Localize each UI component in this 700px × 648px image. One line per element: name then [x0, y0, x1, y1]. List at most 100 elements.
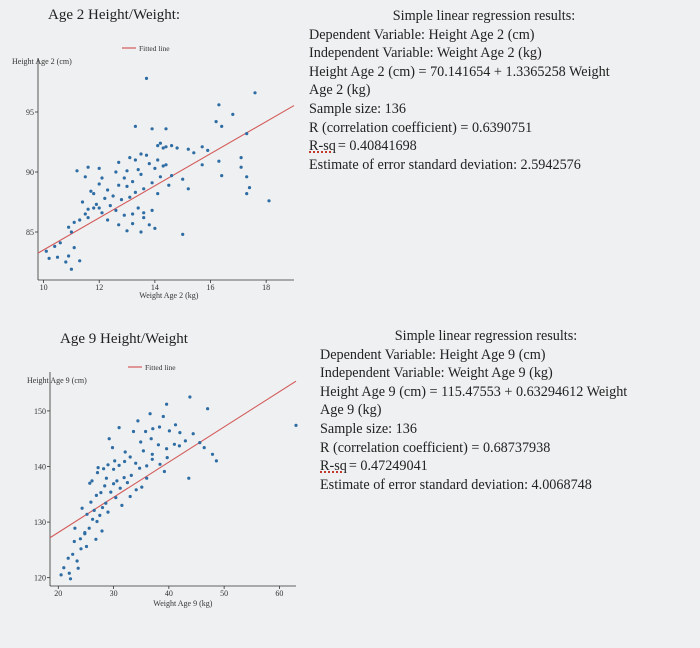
- data-point: [83, 532, 87, 536]
- data-point: [67, 225, 71, 229]
- y-tick-label: 95: [26, 108, 34, 117]
- data-point: [131, 212, 135, 216]
- data-point: [245, 132, 249, 136]
- data-point: [97, 206, 101, 210]
- data-point: [89, 500, 93, 504]
- data-point: [59, 573, 63, 577]
- data-point: [139, 230, 143, 234]
- y-tick-label: 130: [34, 518, 46, 527]
- x-tick-label: 16: [207, 283, 215, 292]
- data-point: [117, 463, 121, 467]
- regression-equation: Height Age 9 (cm) = 115.47553 + 0.632946…: [320, 383, 628, 419]
- data-point: [125, 481, 129, 485]
- data-point: [134, 488, 138, 492]
- data-point: [156, 158, 160, 162]
- data-point: [118, 486, 122, 490]
- data-point: [158, 175, 162, 179]
- data-point: [161, 146, 165, 150]
- data-point: [150, 452, 154, 456]
- data-point: [158, 462, 162, 466]
- data-point: [98, 513, 102, 518]
- data-point: [110, 446, 115, 450]
- data-point: [187, 476, 191, 480]
- fitted-line: [49, 380, 297, 539]
- data-point: [75, 169, 79, 173]
- data-point: [131, 429, 136, 434]
- data-point: [136, 168, 140, 172]
- data-point: [64, 260, 68, 264]
- data-point: [192, 151, 196, 155]
- data-point: [131, 180, 135, 184]
- error-std-dev: Estimate of error standard deviation: 2.…: [309, 156, 581, 173]
- data-point: [100, 506, 105, 510]
- dependent-variable: Dependent Variable: Height Age 9 (cm): [320, 346, 546, 363]
- data-point: [165, 456, 169, 460]
- regression-results-age9: Simple linear regression results: Depend…: [320, 327, 640, 494]
- data-point: [167, 429, 171, 433]
- data-point: [125, 184, 129, 188]
- r-squared-value: = 0.47249041: [348, 458, 428, 475]
- data-point: [113, 459, 117, 463]
- data-point: [67, 571, 71, 575]
- data-point: [149, 437, 153, 441]
- legend-label: Fitted line: [145, 363, 176, 372]
- data-point: [100, 529, 104, 533]
- data-point: [86, 207, 90, 211]
- data-point: [144, 153, 149, 157]
- data-point: [156, 443, 160, 447]
- fitted-line: [37, 105, 295, 254]
- x-tick-label: 40: [165, 589, 173, 598]
- data-point: [117, 223, 121, 227]
- data-point: [245, 192, 249, 196]
- data-point: [47, 256, 51, 260]
- data-point: [150, 181, 154, 185]
- data-point: [136, 419, 140, 423]
- data-point: [69, 230, 73, 234]
- y-tick-label: 150: [34, 407, 46, 416]
- data-point: [170, 174, 174, 178]
- data-point: [139, 152, 143, 156]
- data-point: [178, 431, 182, 435]
- data-point: [53, 244, 57, 248]
- data-point: [95, 471, 100, 475]
- x-tick-label: 20: [54, 589, 62, 598]
- data-point: [164, 127, 168, 131]
- data-point: [79, 547, 83, 551]
- correlation-coefficient: R (correlation coefficient) = 0.6390751: [309, 119, 533, 136]
- data-point: [123, 450, 127, 454]
- data-point: [198, 441, 202, 445]
- chart-title-age9: Age 9 Height/Weight: [60, 331, 188, 347]
- data-point: [142, 187, 146, 191]
- data-point: [108, 204, 112, 208]
- data-point: [253, 91, 257, 95]
- data-point: [153, 166, 157, 170]
- data-point: [245, 175, 249, 179]
- data-point: [114, 496, 118, 500]
- data-point: [96, 466, 100, 470]
- data-point: [181, 177, 185, 181]
- data-point: [122, 213, 126, 217]
- data-point: [72, 246, 76, 250]
- independent-variable: Independent Variable: Weight Age 2 (kg): [309, 45, 542, 62]
- y-tick-label: 90: [26, 168, 34, 177]
- data-point: [69, 267, 73, 271]
- data-point: [156, 144, 160, 148]
- data-point: [214, 120, 218, 124]
- data-point: [148, 412, 152, 416]
- data-point: [140, 485, 144, 489]
- y-tick-label: 140: [34, 462, 46, 471]
- data-point: [167, 183, 171, 187]
- data-point: [97, 166, 101, 170]
- data-point: [165, 402, 169, 406]
- data-point: [109, 490, 113, 494]
- data-point: [162, 469, 166, 474]
- data-point: [128, 494, 132, 499]
- data-point: [267, 199, 271, 203]
- data-point: [139, 440, 143, 444]
- dependent-variable: Dependent Variable: Height Age 2 (cm): [309, 26, 535, 43]
- data-point: [214, 459, 218, 463]
- data-point: [170, 144, 174, 148]
- data-point: [87, 526, 91, 530]
- data-point: [67, 254, 71, 258]
- y-axis-label: Height Age 9 (cm): [27, 376, 87, 385]
